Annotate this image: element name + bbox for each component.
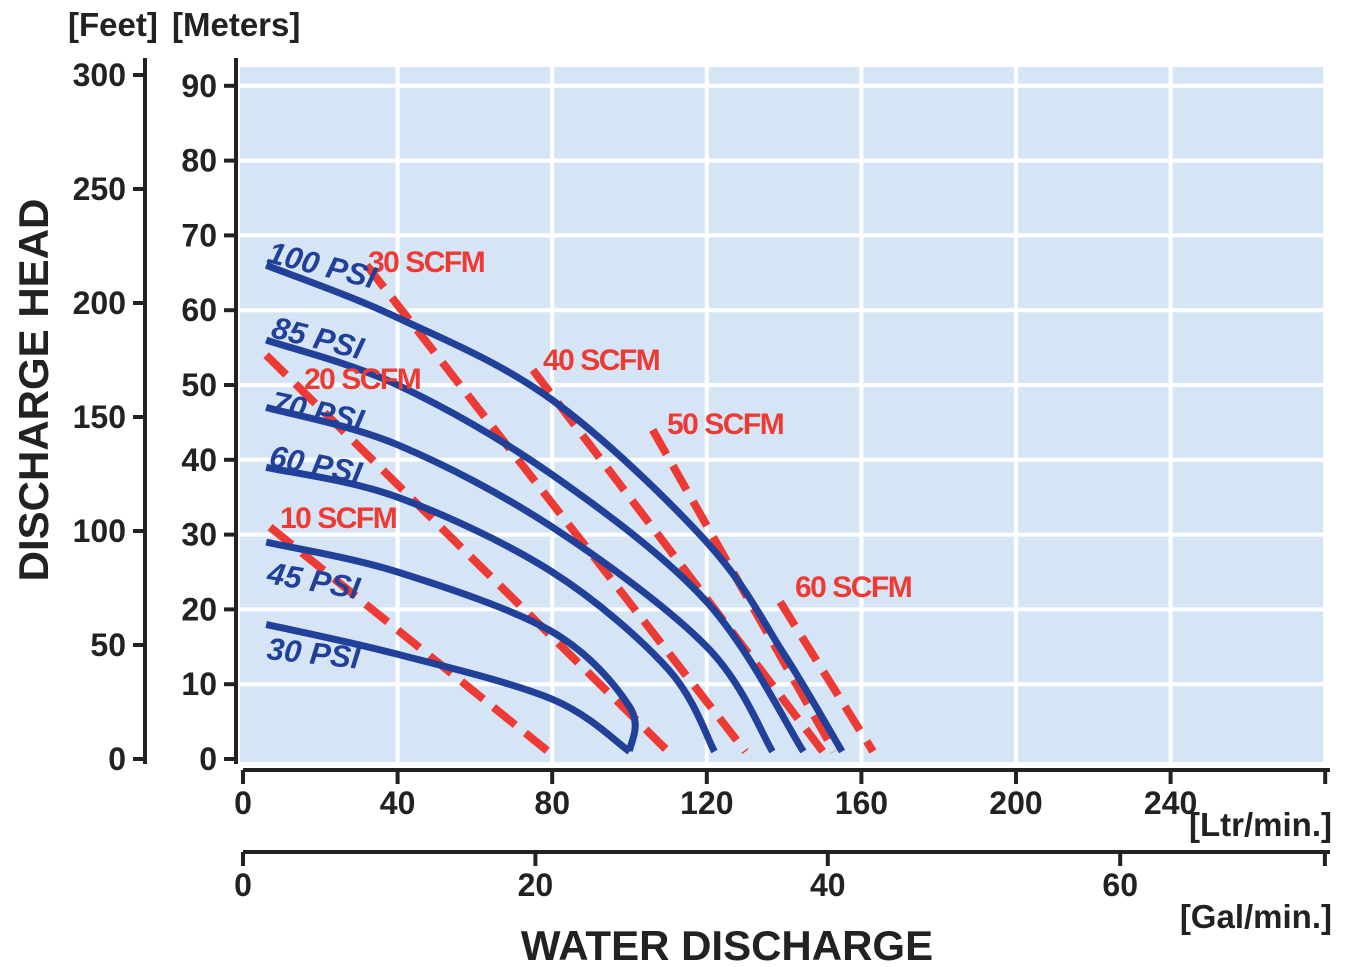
gal-tick-label: 0	[234, 867, 252, 903]
scfm-label: 40 SCFM	[543, 344, 659, 377]
psi-curve	[265, 336, 807, 754]
gal-tick-label: 60	[1102, 867, 1138, 903]
scfm-label: 60 SCFM	[795, 571, 911, 604]
scfm-line	[363, 262, 749, 754]
gal-tick-label: 20	[518, 867, 554, 903]
feet-tick-label: 150	[73, 399, 126, 435]
psi-curve	[265, 620, 632, 755]
scfm-label: 10 SCFM	[280, 502, 396, 535]
ltr-tick-label: 240	[1144, 785, 1197, 821]
feet-tick-label: 300	[73, 57, 126, 93]
psi-curve	[265, 538, 639, 753]
meters-tick-label: 0	[199, 741, 217, 777]
psi-curve	[265, 463, 718, 754]
meters-tick-label: 90	[181, 68, 217, 104]
meters-tick-label: 30	[181, 517, 217, 553]
meters-tick-label: 10	[181, 666, 217, 702]
scfm-label: 20 SCFM	[304, 363, 420, 396]
feet-tick-label: 0	[108, 741, 126, 777]
grid-lines	[240, 67, 1328, 762]
y-axis-title: DISCHARGE HEAD	[10, 199, 57, 582]
ltr-tick-label: 200	[989, 785, 1042, 821]
feet-tick-label: 100	[73, 513, 126, 549]
ltr-tick-label: 0	[234, 785, 252, 821]
meters-tick-label: 80	[181, 143, 217, 179]
scfm-line	[776, 599, 877, 754]
axes	[133, 58, 1330, 866]
meters-tick-label: 50	[181, 367, 217, 403]
meters-tick-label: 20	[181, 591, 217, 627]
ltr-tick-label: 160	[835, 785, 888, 821]
feet-tick-label: 50	[90, 627, 126, 663]
scfm-label: 50 SCFM	[667, 408, 783, 441]
meters-tick-label: 70	[181, 217, 217, 253]
psi-curve	[265, 404, 776, 754]
gal-tick-label: 40	[810, 867, 846, 903]
psi-curve	[264, 262, 846, 754]
gal-unit-label: [Gal/min.]	[1180, 898, 1332, 935]
meters-tick-label: 40	[181, 442, 217, 478]
ltr-unit-label: [Ltr/min.]	[1189, 806, 1332, 843]
ltr-tick-label: 80	[534, 785, 570, 821]
scfm-line	[267, 523, 551, 755]
feet-tick-label: 250	[73, 171, 126, 207]
meters-unit-label: [Meters]	[172, 6, 300, 43]
feet-unit-label: [Feet]	[68, 6, 158, 43]
psi-curves	[264, 262, 846, 755]
feet-tick-label: 200	[73, 285, 126, 321]
x-axis-title: WATER DISCHARGE	[521, 922, 933, 967]
meters-tick-label: 60	[181, 292, 217, 328]
ltr-tick-label: 40	[380, 785, 416, 821]
ltr-tick-label: 120	[680, 785, 733, 821]
scfm-label: 30 SCFM	[368, 246, 484, 279]
